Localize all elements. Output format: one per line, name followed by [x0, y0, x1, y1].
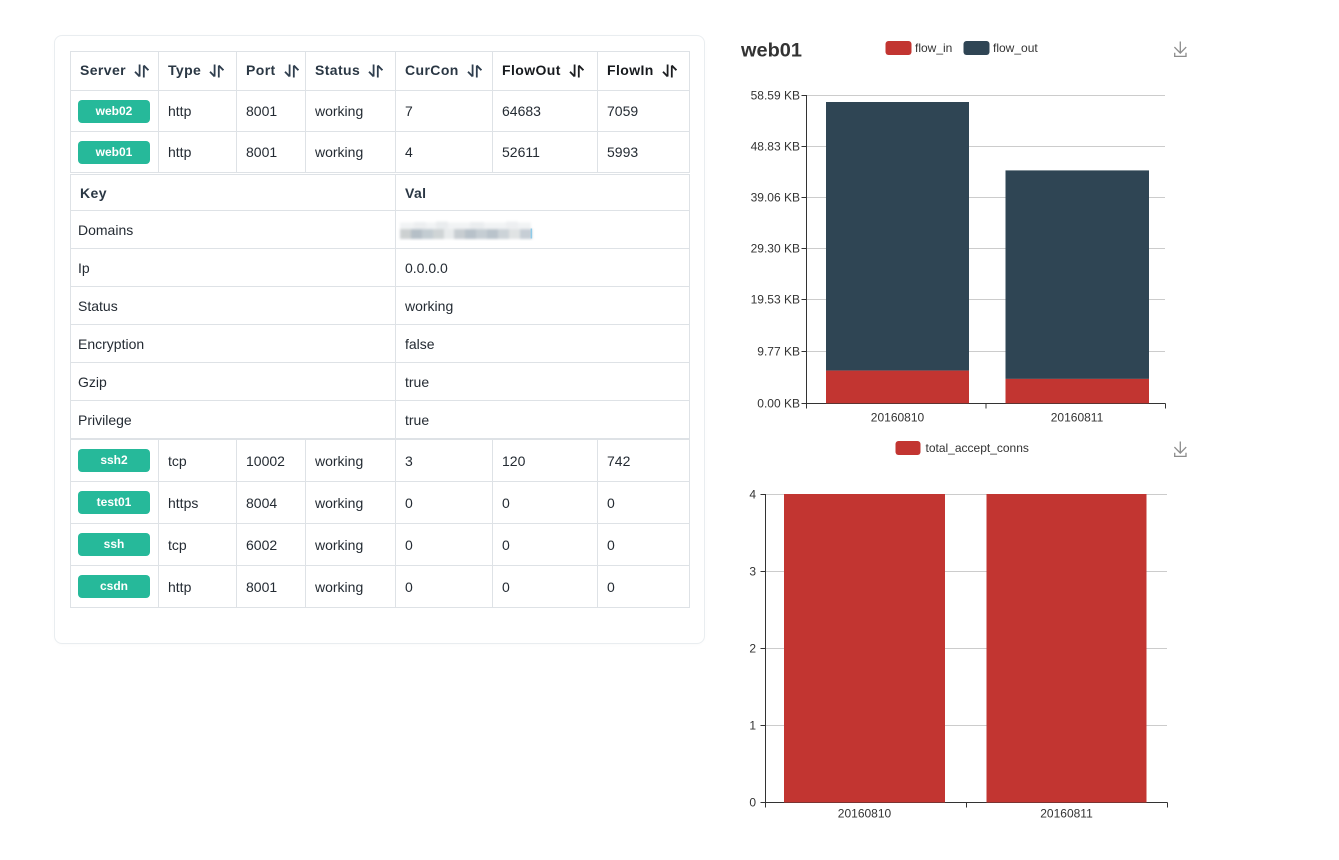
svg-text:9.77 KB: 9.77 KB — [757, 345, 800, 359]
svg-text:20160811: 20160811 — [1040, 807, 1093, 821]
svg-text:58.59 KB: 58.59 KB — [751, 89, 800, 103]
svg-text:flow_in: flow_in — [915, 41, 952, 55]
svg-text:0.00 KB: 0.00 KB — [757, 397, 800, 411]
svg-text:20160810: 20160810 — [838, 807, 892, 821]
svg-text:39.06 KB: 39.06 KB — [751, 191, 800, 205]
svg-text:2: 2 — [749, 642, 756, 656]
svg-text:20160811: 20160811 — [1051, 411, 1104, 425]
svg-text:3: 3 — [749, 565, 756, 579]
svg-text:19.53 KB: 19.53 KB — [751, 293, 800, 307]
svg-text:4: 4 — [749, 488, 756, 502]
svg-text:web01: web01 — [740, 41, 802, 62]
svg-text:0: 0 — [749, 796, 756, 810]
svg-text:20160810: 20160810 — [871, 411, 925, 425]
svg-text:flow_out: flow_out — [993, 41, 1038, 55]
svg-text:total_accept_conns: total_accept_conns — [926, 441, 1029, 455]
svg-text:29.30 KB: 29.30 KB — [751, 242, 800, 256]
svg-text:48.83 KB: 48.83 KB — [751, 140, 800, 154]
svg-text:1: 1 — [749, 719, 756, 733]
